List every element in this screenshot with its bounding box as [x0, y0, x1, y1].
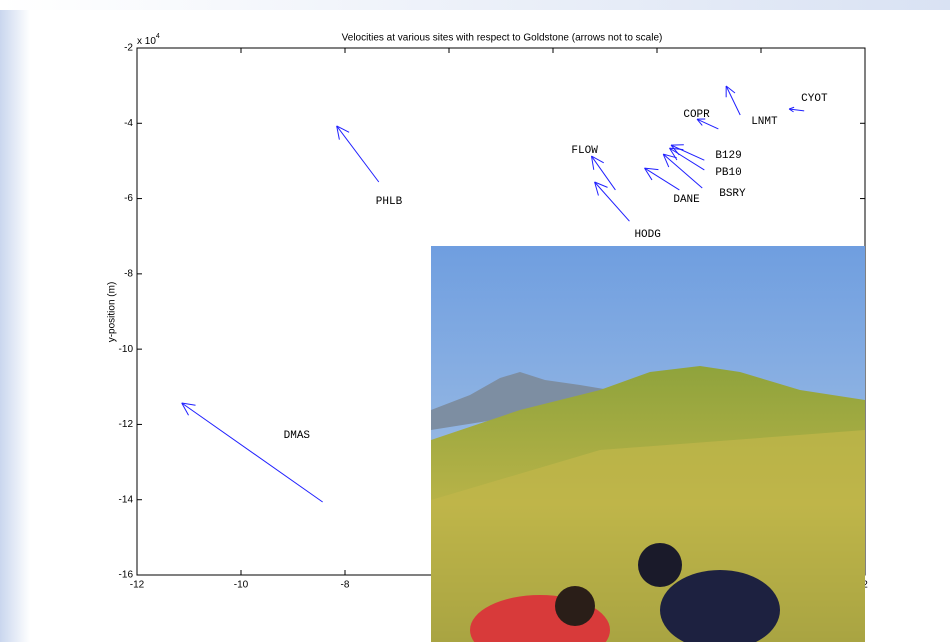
y-tick-label: -2 [124, 43, 133, 54]
slide-side-band [0, 0, 30, 642]
y-tick-label: -4 [124, 118, 133, 129]
x-tick-label: -10 [234, 580, 249, 591]
y-tick-label: -16 [119, 570, 134, 581]
y-tick-label: -14 [119, 494, 134, 505]
site-label: LNMT [751, 116, 778, 128]
photo-head-2 [638, 543, 682, 587]
y-tick-label: -10 [119, 344, 134, 355]
x-tick-label: -12 [130, 580, 145, 591]
photo [431, 246, 865, 642]
page: Velocities at various sites with respect… [0, 0, 950, 642]
y-tick-label: -6 [124, 193, 133, 204]
site-label: COPR [683, 109, 710, 121]
x-tick-label: -8 [341, 580, 350, 591]
site-label: DANE [673, 194, 700, 206]
photo-head-1 [555, 586, 595, 626]
site-label: PHLB [376, 196, 403, 208]
y-multiplier-exponent: 4 [156, 33, 160, 40]
site-label: CYOT [801, 93, 828, 105]
site-label: B129 [715, 150, 741, 162]
y-tick-label: -12 [119, 419, 134, 430]
y-multiplier-base: x 10 [137, 36, 156, 47]
chart-title: Velocities at various sites with respect… [342, 33, 663, 44]
slide-top-band [0, 0, 950, 10]
y-tick-label: -8 [124, 268, 133, 279]
site-label: PB10 [715, 167, 741, 179]
site-label: DMAS [284, 430, 311, 442]
slide: Velocities at various sites with respect… [0, 0, 950, 642]
site-label: HODG [634, 229, 660, 241]
site-label: FLOW [571, 145, 598, 157]
site-label: BSRY [719, 188, 746, 200]
y-axis-label: y-position (m) [107, 282, 118, 343]
y-multiplier: x 104 [137, 33, 160, 47]
